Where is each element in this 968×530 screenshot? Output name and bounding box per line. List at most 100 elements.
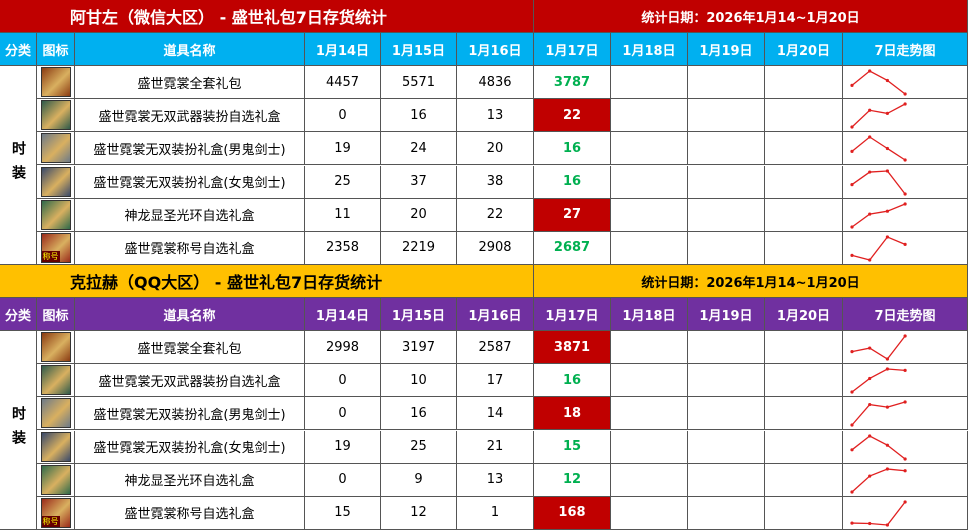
sparkline [850,400,907,427]
category-cell: 时装 [0,331,37,530]
sparkline [850,69,907,96]
trend-cell [843,397,968,431]
icon-cell [37,66,75,100]
item-icon [40,67,71,98]
value-cell: 16 [381,397,457,431]
trend-line [851,434,906,460]
empty-cell [765,198,843,232]
trend-point [850,182,854,186]
item-name: 盛世霓裳无双装扮礼盒(男鬼剑士) [75,397,305,431]
trend-point [868,135,872,139]
column-header: 1月15日 [381,298,457,331]
icon-cell [37,397,75,431]
value-cell: 12 [381,496,457,530]
trend-point [885,405,889,410]
column-header: 1月17日 [534,33,611,66]
column-header: 1月16日 [457,33,534,66]
value-cell: 2219 [381,231,457,265]
trend-point [885,523,889,527]
trend-point [868,433,872,438]
empty-cell [611,364,688,398]
item-name: 神龙显圣光环自选礼盒 [75,198,305,232]
sparkline [850,235,907,262]
item-name: 盛世霓裳无双武器装扮自选礼盒 [75,99,305,133]
empty-cell [611,430,688,464]
trend-point [868,169,872,174]
column-header: 1月16日 [457,298,534,331]
trend-cell [843,463,968,497]
trend-point [885,235,889,239]
trend-point [850,423,854,427]
trend-point [868,474,872,478]
item-icon [40,199,71,230]
empty-cell [765,231,843,265]
value-cell: 20 [457,132,534,166]
value-cell: 15 [305,496,381,530]
value-cell: 0 [305,463,381,497]
trend-line [851,103,906,128]
icon-cell [37,430,75,464]
empty-cell [765,463,843,497]
value-cell: 13 [457,463,534,497]
item-icon: 称号 [40,232,71,263]
value-cell: 3871 [534,331,611,365]
value-cell: 5571 [381,66,457,100]
item-icon [40,398,71,429]
empty-cell [765,66,843,100]
trend-cell [843,99,968,133]
sparkline [850,500,907,527]
icon-cell [37,331,75,365]
icon-cell [37,198,75,232]
value-cell: 3787 [534,66,611,100]
trend-point [885,467,889,471]
column-header: 1月20日 [765,33,843,66]
trend-point [850,521,854,525]
sparkline [850,334,907,361]
item-name: 盛世霓裳无双装扮礼盒(女鬼剑士) [75,165,305,199]
column-header: 分类 [0,298,37,331]
column-header: 7日走势图 [843,298,968,331]
trend-cell [843,198,968,232]
value-cell: 25 [381,430,457,464]
column-header: 道具名称 [75,33,305,66]
empty-cell [688,198,765,232]
trend-point [885,367,889,371]
trend-point [885,443,889,447]
item-icon [40,100,71,131]
empty-cell [688,430,765,464]
trend-point [903,202,907,206]
trend-point [885,209,889,213]
column-header: 1月15日 [381,33,457,66]
value-cell: 10 [381,364,457,398]
trend-cell [843,364,968,398]
trend-line [851,70,906,95]
trend-line [851,468,906,493]
value-cell: 38 [457,165,534,199]
empty-cell [688,364,765,398]
icon-cell [37,99,75,133]
empty-cell [611,99,688,133]
trend-point [850,253,854,257]
value-cell: 168 [534,496,611,530]
empty-cell [611,165,688,199]
empty-cell [765,132,843,166]
trend-point [885,357,889,361]
icon-cell [37,364,75,398]
value-cell: 14 [457,397,534,431]
column-header: 1月14日 [305,298,381,331]
date-range: 统计日期：2026年1月14~1月20日 [534,265,968,298]
icon-cell [37,165,75,199]
icon-cell [37,132,75,166]
trend-cell [843,165,968,199]
sparkline [850,168,907,196]
value-cell: 0 [305,99,381,133]
empty-cell [688,496,765,530]
empty-cell [765,331,843,365]
value-cell: 15 [534,430,611,464]
column-header: 1月18日 [611,298,688,331]
trend-line [851,203,906,228]
column-header: 1月18日 [611,33,688,66]
trend-point [868,69,872,73]
empty-cell [611,66,688,100]
